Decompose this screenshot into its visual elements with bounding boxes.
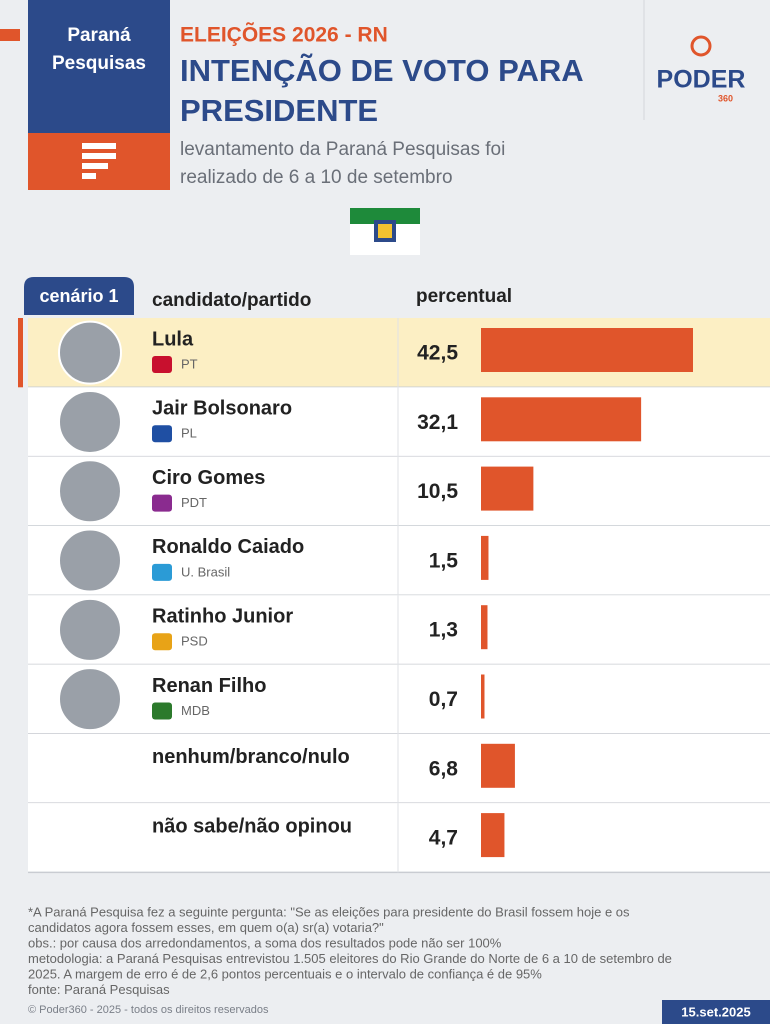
value-label: 0,7 — [429, 688, 458, 711]
bar — [481, 466, 534, 511]
value-label: 42,5 — [417, 342, 458, 365]
date: 15.set.2025 — [681, 1004, 750, 1019]
party-icon — [152, 356, 172, 373]
row-bg — [28, 803, 770, 873]
value-label: 1,5 — [429, 549, 459, 572]
title: INTENÇÃO DE VOTO PARA PRESIDENTE — [180, 53, 584, 128]
row-bg — [28, 595, 770, 665]
note: fonte: Paraná Pesquisas — [28, 982, 170, 997]
value-label: 6,8 — [429, 757, 459, 780]
party-name: PL — [181, 426, 197, 441]
party-name: U. Brasil — [181, 564, 230, 579]
candidate-name: Ratinho Junior — [152, 605, 293, 627]
photo — [58, 528, 122, 593]
scenario-tab — [24, 277, 134, 315]
candidate-name: Jair Bolsonaro — [152, 398, 292, 420]
bar — [481, 674, 485, 719]
candidate-name: Ronaldo Caiado — [152, 536, 304, 558]
photo — [58, 389, 122, 454]
note: candidatos agora fossem esses, em quem o… — [28, 920, 384, 935]
party-icon — [152, 494, 172, 512]
logo-sub: 360 — [718, 93, 733, 103]
row-bg — [28, 456, 770, 526]
party-name: MDB — [181, 703, 210, 718]
candidate-name: Lula — [152, 328, 194, 350]
category-name: não sabe/não opinou — [152, 815, 352, 837]
brand-box — [28, 0, 170, 133]
bar — [481, 397, 642, 442]
bar — [481, 328, 693, 372]
brand-logo — [82, 143, 116, 179]
photo — [58, 667, 122, 732]
scenario: cenário 1 — [39, 286, 118, 306]
bar — [481, 605, 488, 650]
accent — [0, 29, 20, 41]
column-header: percentual — [416, 286, 512, 307]
flag — [350, 208, 420, 255]
row-bg — [28, 733, 770, 804]
value-label: 10,5 — [417, 480, 458, 503]
note: *A Paraná Pesquisa fez a seguinte pergun… — [28, 904, 630, 919]
value-label: 1,3 — [429, 619, 458, 642]
candidate-name: Ciro Gomes — [152, 467, 265, 489]
logo-sun — [690, 35, 712, 57]
candidate-name: Renan Filho — [152, 675, 266, 697]
photo — [58, 597, 122, 662]
table: Lula PT 42,5 Jair Bolsonaro PL 32,1 Ciro Gomes… — [18, 318, 770, 874]
party-name: PSD — [181, 634, 208, 649]
party-name: PDT — [181, 495, 207, 510]
row-bg — [28, 664, 770, 734]
value-label: 4,7 — [429, 827, 458, 850]
bar — [481, 535, 489, 580]
party-icon — [152, 702, 172, 720]
party-icon — [152, 563, 172, 581]
highlight-bar — [18, 318, 23, 388]
value-label: 32,1 — [417, 411, 458, 434]
party-icon — [152, 633, 172, 651]
bar — [481, 813, 505, 858]
photo — [58, 459, 122, 524]
row-bg — [28, 387, 770, 457]
column-header: candidato/partido — [152, 290, 311, 311]
party-icon — [152, 425, 172, 443]
photo — [58, 320, 122, 385]
note: 2025. A margem de erro é de 2,6 pontos p… — [28, 966, 542, 981]
brand-name: Paraná Pesquisas — [52, 25, 146, 74]
copyright: © Poder360 - 2025 - todos os direitos re… — [28, 1004, 269, 1016]
subtitle: levantamento da Paraná Pesquisas foi real… — [180, 139, 505, 188]
category-name: nenhum/branco/nulo — [152, 746, 350, 768]
brand-logo-box — [28, 133, 170, 190]
notes: *A Paraná Pesquisa fez a seguinte pergun… — [28, 904, 672, 997]
note: metodologia: a Paraná Pesquisas entrevis… — [28, 951, 672, 966]
party-name: PT — [181, 356, 198, 371]
row-bg — [28, 525, 770, 596]
kicker: ELEIÇÕES 2026 - RN — [180, 23, 388, 47]
bar — [481, 743, 515, 788]
logo: PODER — [657, 66, 746, 94]
date-box — [662, 1000, 770, 1024]
note: obs.: por causa dos arredondamentos, a s… — [28, 935, 502, 950]
